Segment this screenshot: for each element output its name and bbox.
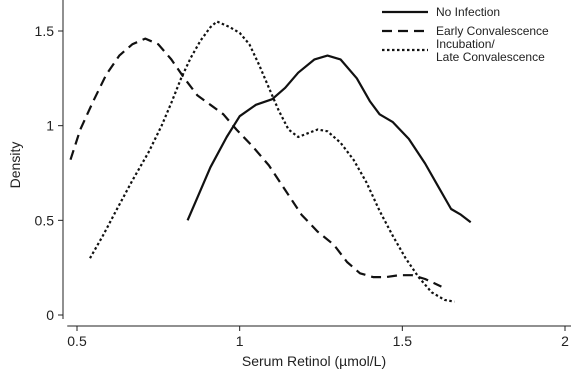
legend-label-incubation-late-convalescence: Late Convalescence (436, 50, 545, 64)
y-tick-label: 0 (46, 307, 54, 323)
x-tick-label: 0.5 (67, 333, 87, 349)
y-tick-label: 1 (46, 118, 54, 134)
plot-area (69, 20, 472, 303)
legend-label-incubation-late-convalescence: Incubation/ (436, 37, 495, 51)
series-line-incubation-late-convalescence (89, 20, 455, 303)
y-tick-label: 0.5 (35, 212, 55, 228)
legend-label-no-infection: No Infection (436, 5, 500, 19)
legend: No Infection Early ConvalescenceIncubatio… (382, 5, 549, 64)
x-tick-label: 1 (236, 333, 244, 349)
x-tick-label: 2 (561, 333, 569, 349)
y-axis-label: Density (7, 142, 23, 189)
y-tick-label: 1.5 (35, 23, 55, 39)
series-line-no-infection (186, 54, 472, 224)
x-axis-label: Serum Retinol (µmol/L) (242, 353, 386, 369)
legend-label-early-convalescence: Early Convalescence (436, 24, 549, 38)
series-line-early-convalescence (69, 37, 442, 288)
axes: 0.5 1 1.5 2 0 0.5 1 1.5 (35, 0, 571, 349)
x-tick-label: 1.5 (393, 333, 413, 349)
